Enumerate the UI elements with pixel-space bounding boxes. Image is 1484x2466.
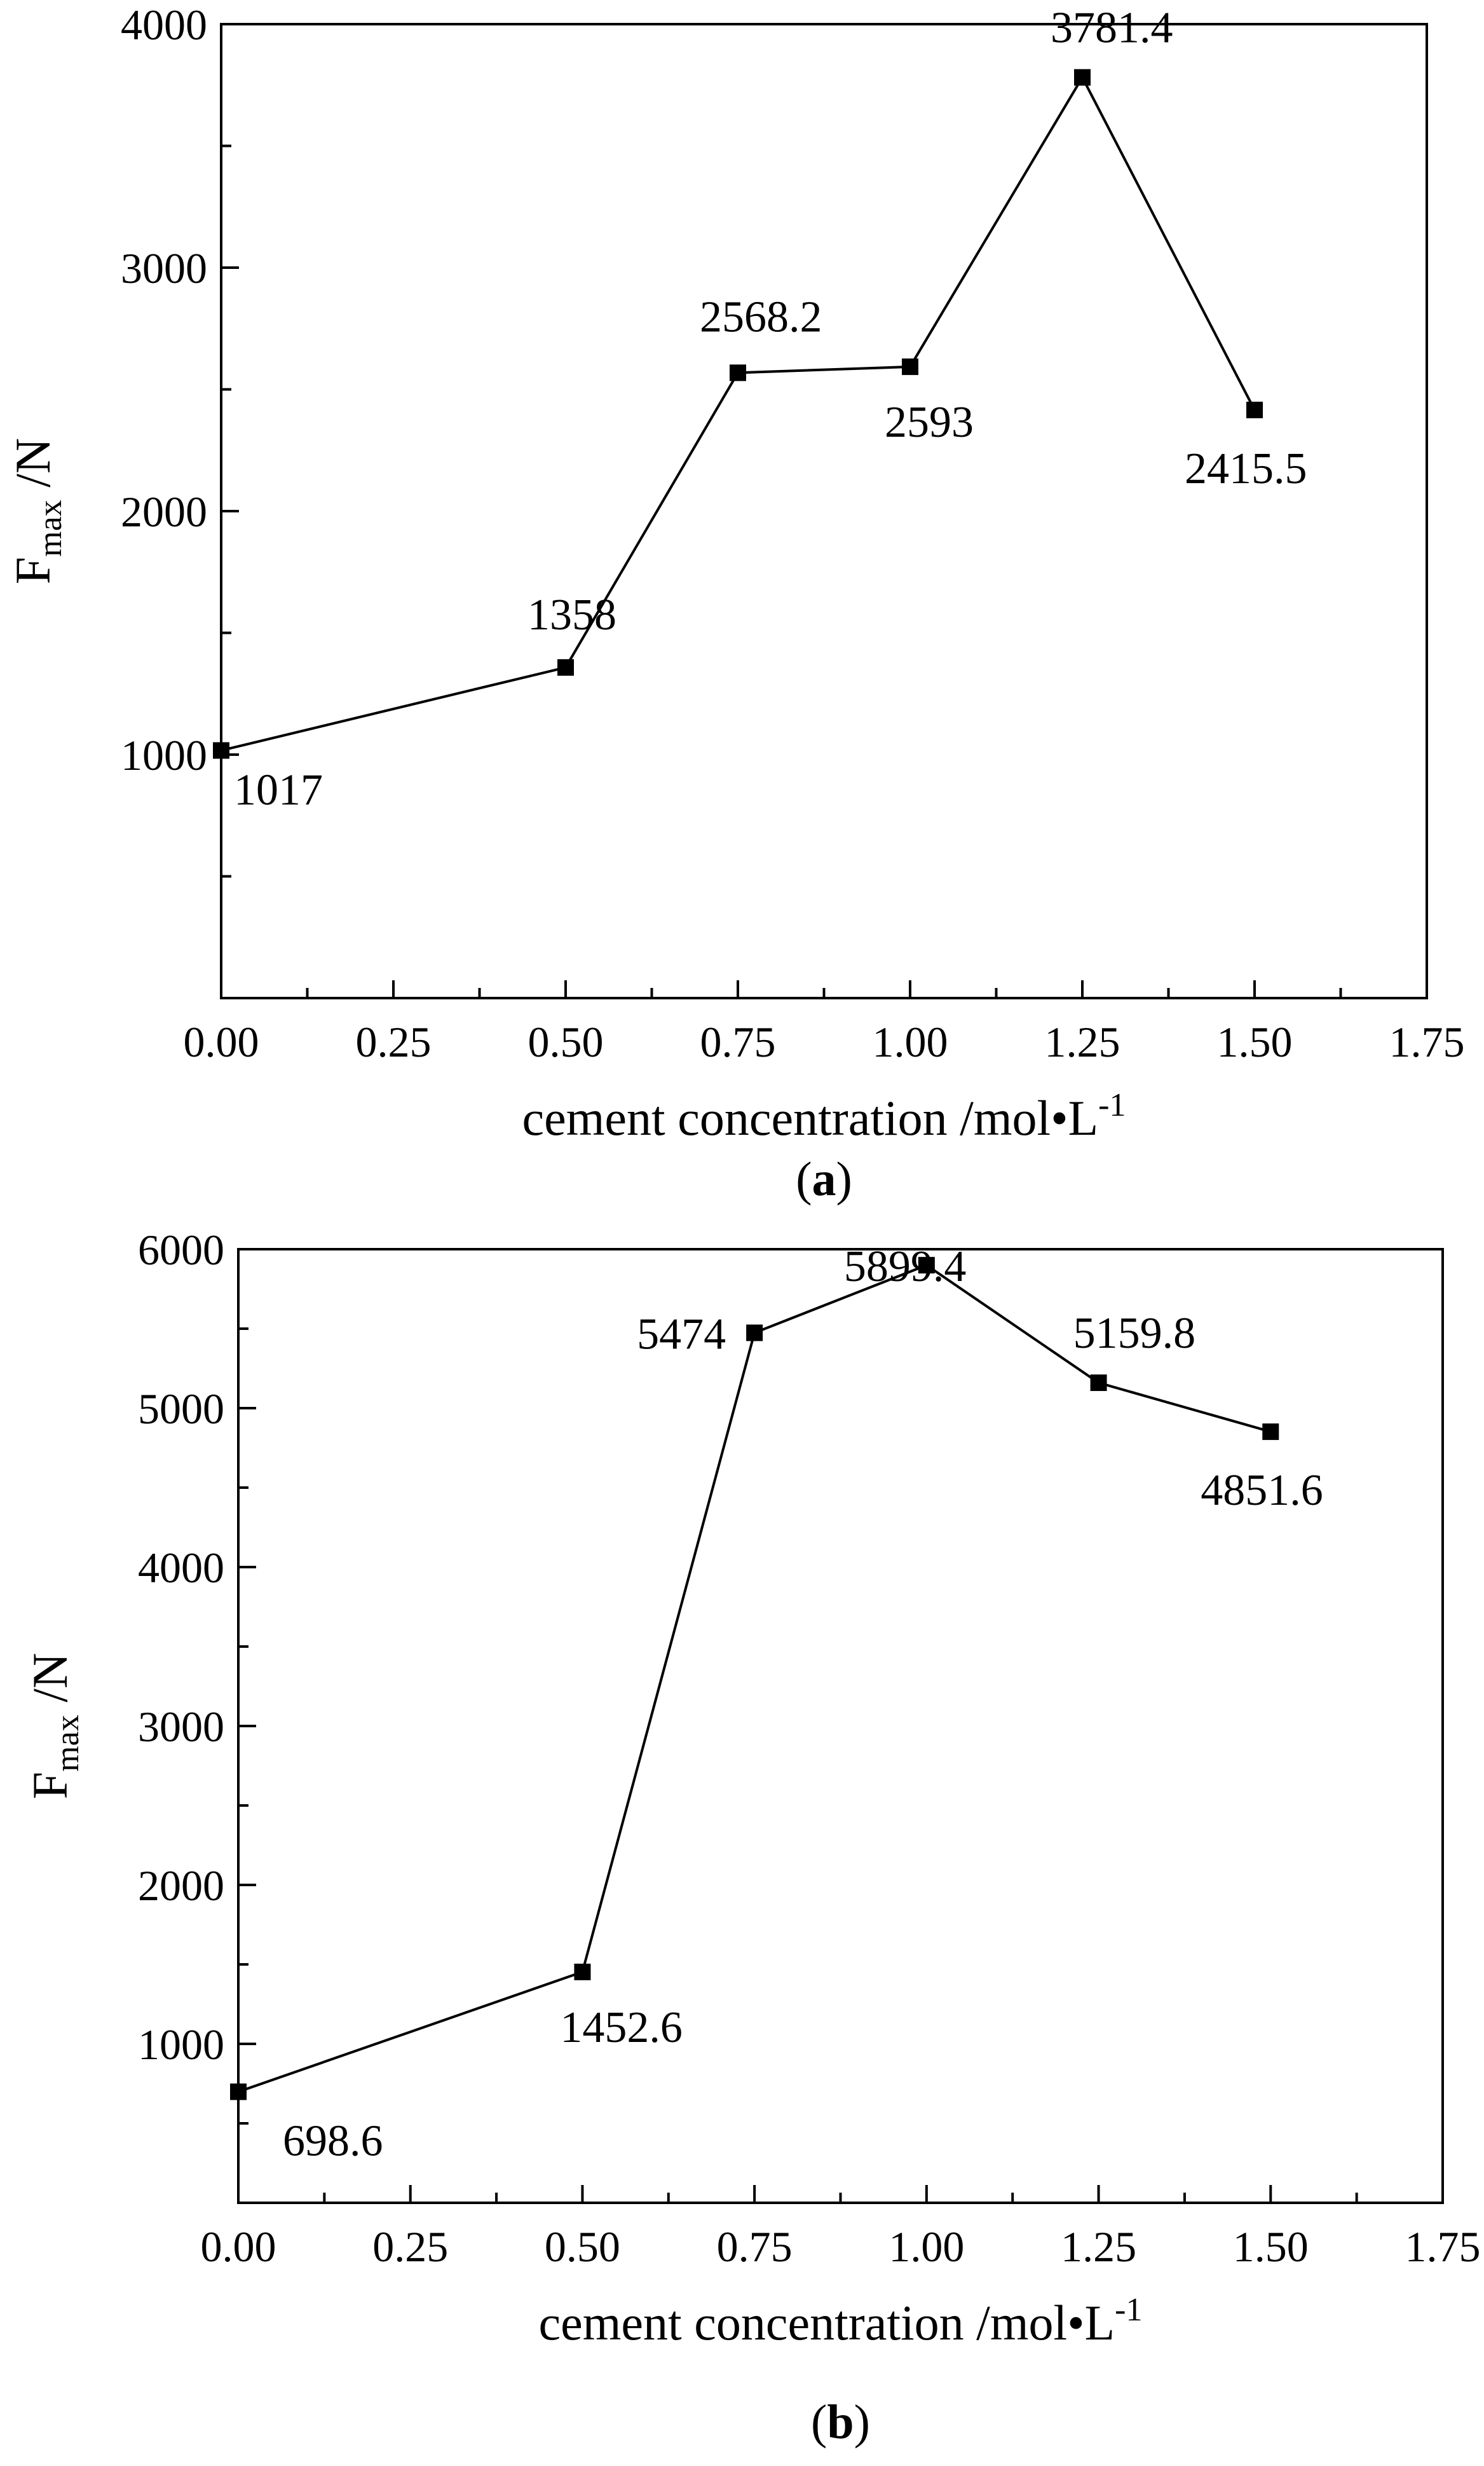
x-tick-label: 1.75: [1405, 2223, 1481, 2271]
data-point: [230, 2083, 247, 2100]
data-label: 698.6: [283, 2116, 383, 2165]
x-tick-label: 0.75: [700, 1018, 776, 1066]
chart-panel-a: 0.00 0.25 0.50 0.75 1.00 1.25 1.50 1.75 1000 2000…: [5, 1, 1465, 1206]
data-point: [557, 659, 574, 676]
y-tick-label: 4000: [138, 1544, 224, 1592]
x-tick-label: 1.00: [888, 2223, 964, 2271]
x-tick-label: 1.50: [1233, 2223, 1309, 2271]
data-point: [213, 742, 229, 759]
data-point: [746, 1324, 763, 1341]
data-label: 3781.4: [1051, 4, 1173, 53]
x-tick-label: 1.25: [1061, 2223, 1136, 2271]
y-axis-label: Fmax /N: [5, 438, 69, 584]
data-label: 5159.8: [1073, 1309, 1196, 1358]
x-tick-label: 0.25: [372, 2223, 448, 2271]
y-tick-label: 3000: [138, 1702, 224, 1751]
x-tick-label: 0.00: [201, 2223, 276, 2271]
x-tick-label: 0.00: [184, 1018, 259, 1066]
y-axis-label: Fmax /N: [22, 1653, 86, 1799]
data-label: 5899.4: [844, 1242, 967, 1291]
y-tick-label: 3000: [121, 244, 207, 292]
data-point: [1246, 401, 1263, 418]
x-tick-label: 0.50: [545, 2223, 620, 2271]
data-point: [730, 364, 746, 381]
chart-panel-b: 0.00 0.25 0.50 0.75 1.00 1.25 1.50 1.75 1000 2000…: [22, 1226, 1481, 2449]
data-point: [918, 1257, 935, 1274]
y-tick-label: 5000: [138, 1385, 224, 1433]
data-label: 2568.2: [700, 292, 822, 341]
data-point: [902, 358, 918, 375]
data-point: [1074, 69, 1091, 86]
series-line: [238, 1263, 1271, 2093]
x-axis-label: cement concentration /mol•L-1: [539, 2292, 1143, 2350]
y-tick-label: 6000: [138, 1226, 224, 1274]
data-point: [1090, 1374, 1107, 1392]
x-tick-label: 0.25: [356, 1018, 432, 1066]
data-label: 1017: [234, 765, 323, 814]
data-label: 5474: [637, 1310, 726, 1359]
data-label: 4851.6: [1201, 1466, 1323, 1515]
y-tick-label: 1000: [138, 2020, 224, 2069]
y-tick-label: 1000: [121, 731, 207, 779]
x-tick-label: 1.00: [873, 1018, 948, 1066]
y-tick-label: 2000: [138, 1861, 224, 1910]
data-label: 2415.5: [1185, 444, 1307, 493]
data-label: 2593: [885, 398, 974, 447]
x-tick-label: 0.50: [528, 1018, 604, 1066]
series-line: [221, 74, 1256, 752]
data-point: [1262, 1423, 1279, 1441]
x-axis-label: cement concentration /mol•L-1: [522, 1087, 1126, 1146]
plot-frame: [237, 1248, 1444, 2204]
data-label: 1358: [528, 591, 616, 640]
panel-caption: (b): [811, 2395, 870, 2449]
data-label: 1452.6: [560, 2003, 683, 2052]
y-tick-label: 4000: [121, 1, 207, 49]
x-tick-label: 1.25: [1045, 1018, 1120, 1066]
x-tick-label: 1.50: [1217, 1018, 1293, 1066]
data-point: [574, 1963, 591, 1980]
y-tick-label: 2000: [121, 488, 207, 536]
x-tick-label: 0.75: [717, 2223, 793, 2271]
panel-caption: (a): [796, 1153, 852, 1206]
plot-frame: [220, 23, 1428, 999]
x-tick-label: 1.75: [1389, 1018, 1465, 1066]
